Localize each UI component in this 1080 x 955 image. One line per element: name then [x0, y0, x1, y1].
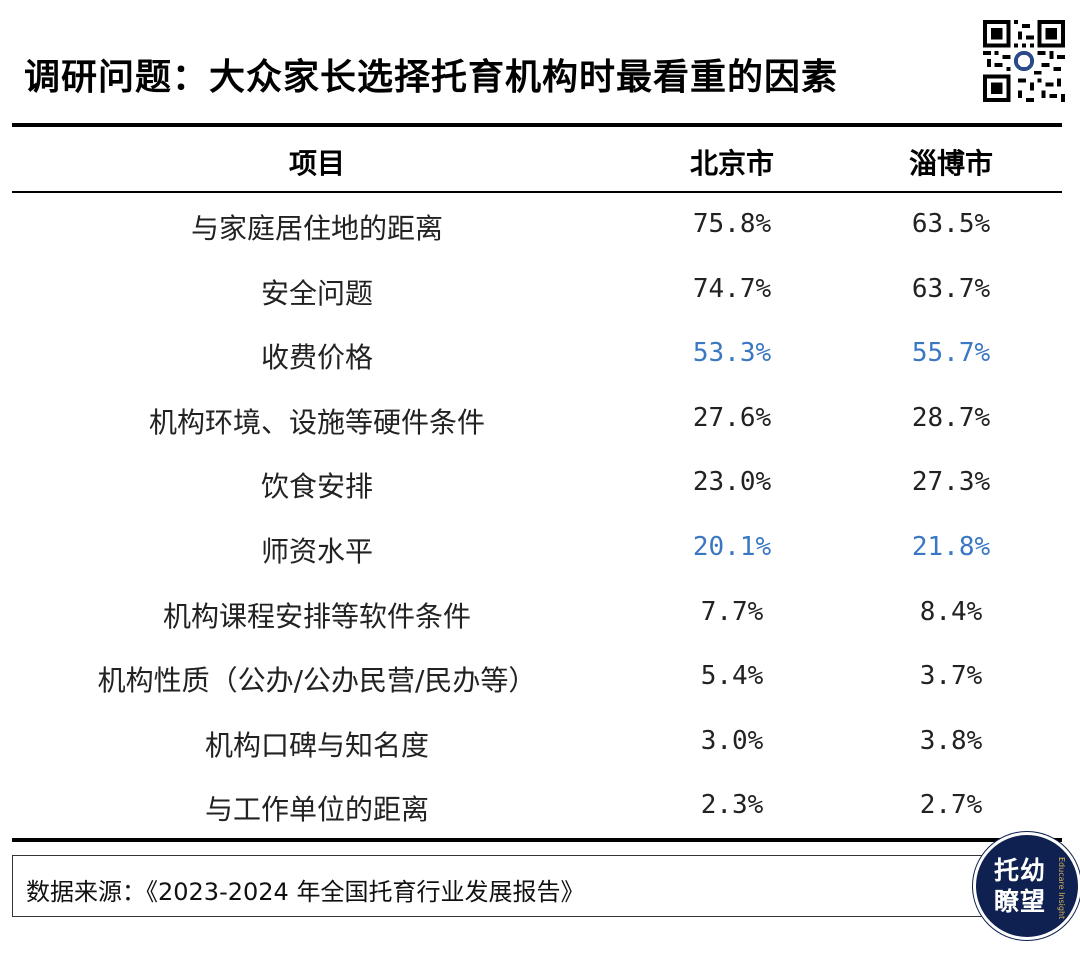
page-title: 调研问题：大众家长选择托育机构时最看重的因素 — [24, 57, 839, 98]
table-header-rule — [12, 191, 1062, 193]
row-beijing-value: 74.7% — [692, 273, 772, 304]
row-zibo-value: 2.7% — [919, 790, 983, 821]
row-beijing-value: 7.7% — [700, 596, 764, 627]
table-row: 安全问题 74.7% 63.7% — [0, 260, 1080, 325]
table-row: 与家庭居住地的距离 75.8% 63.5% — [0, 195, 1080, 260]
row-item: 机构口碑与知名度 — [204, 728, 430, 762]
row-beijing-value: 5.4% — [700, 661, 764, 692]
brand-logo-badge: 托幼瞭望 Educare Insight — [973, 832, 1080, 940]
table-row: 饮食安排 23.0% 27.3% — [0, 453, 1080, 518]
qr-code-icon — [983, 20, 1065, 102]
table-row: 机构口碑与知名度 3.0% 3.8% — [0, 712, 1080, 777]
row-item: 师资水平 — [260, 534, 374, 568]
row-beijing-value: 53.3% — [692, 338, 772, 369]
row-beijing-value: 20.1% — [692, 531, 772, 562]
row-zibo-value: 63.7% — [911, 273, 991, 304]
table-row: 机构环境、设施等硬件条件 27.6% 28.7% — [0, 389, 1080, 454]
table-top-rule — [12, 123, 1062, 127]
row-item: 机构环境、设施等硬件条件 — [148, 405, 486, 439]
table-row: 师资水平 20.1% 21.8% — [0, 518, 1080, 583]
row-item: 机构课程安排等软件条件 — [162, 599, 472, 633]
row-zibo-value: 8.4% — [919, 596, 983, 627]
row-item: 收费价格 — [260, 341, 374, 375]
brand-logo-subtitle: Educare Insight — [1057, 857, 1066, 920]
row-beijing-value: 27.6% — [692, 402, 772, 433]
header-beijing: 北京市 — [689, 147, 775, 180]
row-zibo-value: 3.8% — [919, 725, 983, 756]
row-zibo-value: 28.7% — [911, 402, 991, 433]
row-item: 安全问题 — [260, 276, 374, 310]
row-zibo-value: 55.7% — [911, 338, 991, 369]
source-box — [12, 855, 1012, 917]
row-item: 与家庭居住地的距离 — [190, 212, 444, 245]
table-row: 机构课程安排等软件条件 7.7% 8.4% — [0, 583, 1080, 648]
table-row: 机构性质（公办/公办民营/民办等） 5.4% 3.7% — [0, 647, 1080, 712]
row-beijing-value: 75.8% — [692, 209, 772, 239]
row-beijing-value: 23.0% — [692, 467, 772, 498]
table-body: 与家庭居住地的距离 75.8% 63.5% 安全问题 74.7% 63.7% 收… — [0, 195, 1080, 841]
header-item: 项目 — [288, 147, 346, 180]
row-zibo-value: 27.3% — [911, 467, 991, 498]
brand-logo-name: 托幼瞭望 — [993, 856, 1046, 916]
row-beijing-value: 2.3% — [700, 790, 764, 821]
row-item: 机构性质（公办/公办民营/民办等） — [97, 664, 537, 698]
row-zibo-value: 3.7% — [919, 661, 983, 692]
header-zibo: 淄博市 — [908, 147, 994, 180]
source-note: 数据来源：《2023-2024 年全国托育行业发展报告》 — [26, 878, 585, 906]
row-item: 与工作单位的距离 — [204, 793, 430, 827]
row-item: 饮食安排 — [260, 470, 374, 504]
row-beijing-value: 3.0% — [700, 725, 764, 756]
table-bottom-rule — [12, 838, 1062, 842]
row-zibo-value: 63.5% — [911, 209, 991, 239]
table-row: 收费价格 53.3% 55.7% — [0, 324, 1080, 389]
table-row: 与工作单位的距离 2.3% 2.7% — [0, 776, 1080, 841]
row-zibo-value: 21.8% — [911, 531, 991, 562]
